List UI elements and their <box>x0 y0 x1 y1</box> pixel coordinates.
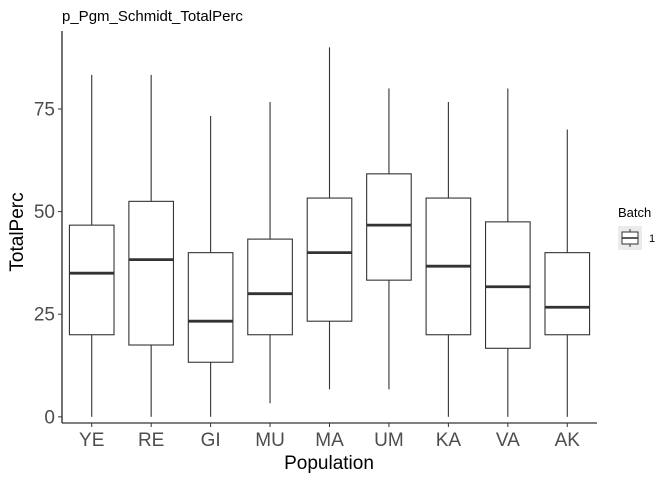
box-um <box>366 88 412 390</box>
box-body <box>68 224 115 336</box>
box-body <box>247 238 293 336</box>
box-ka <box>425 102 472 417</box>
x-tick-label: RE <box>138 430 164 451</box>
legend-entry-label: 1 <box>649 233 655 245</box>
box-ma <box>306 47 353 390</box>
plot-area <box>68 47 591 417</box>
y-tick-label: 75 <box>34 99 55 120</box>
y-tick-label: 25 <box>34 305 55 326</box>
legend-title: Batch <box>618 205 651 220</box>
x-axis-ticks: YE RE GI MU MA UM KA VA AK <box>79 423 580 451</box>
y-axis-title: TotalPerc <box>7 192 28 271</box>
x-tick-label: GI <box>201 430 221 451</box>
box-ak <box>544 129 591 417</box>
box-body <box>187 252 234 363</box>
x-tick-label: YE <box>79 430 104 451</box>
box-body <box>366 173 412 281</box>
box-va <box>484 88 531 417</box>
x-axis-title: Population <box>284 453 374 474</box>
y-tick-label: 0 <box>44 407 55 428</box>
legend: Batch 1 <box>618 205 655 250</box>
x-tick-label: UM <box>374 430 404 451</box>
legend-key-icon <box>618 226 642 250</box>
box-re <box>128 74 175 417</box>
box-gi <box>187 115 234 417</box>
box-body <box>484 221 531 349</box>
x-tick-label: VA <box>496 430 520 451</box>
box-body <box>128 200 175 346</box>
y-tick-label: 50 <box>34 202 55 223</box>
x-tick-label: AK <box>555 430 581 451</box>
box-ye <box>68 74 115 417</box>
chart-title: p_Pgm_Schmidt_TotalPerc <box>62 8 243 25</box>
x-tick-label: MU <box>255 430 285 451</box>
box-body <box>544 252 591 336</box>
x-tick-label: KA <box>436 430 462 451</box>
box-mu <box>247 102 293 404</box>
x-tick-label: MA <box>315 430 344 451</box>
box-body <box>306 197 353 322</box>
y-axis-ticks: 0 25 50 75 <box>34 99 62 428</box>
